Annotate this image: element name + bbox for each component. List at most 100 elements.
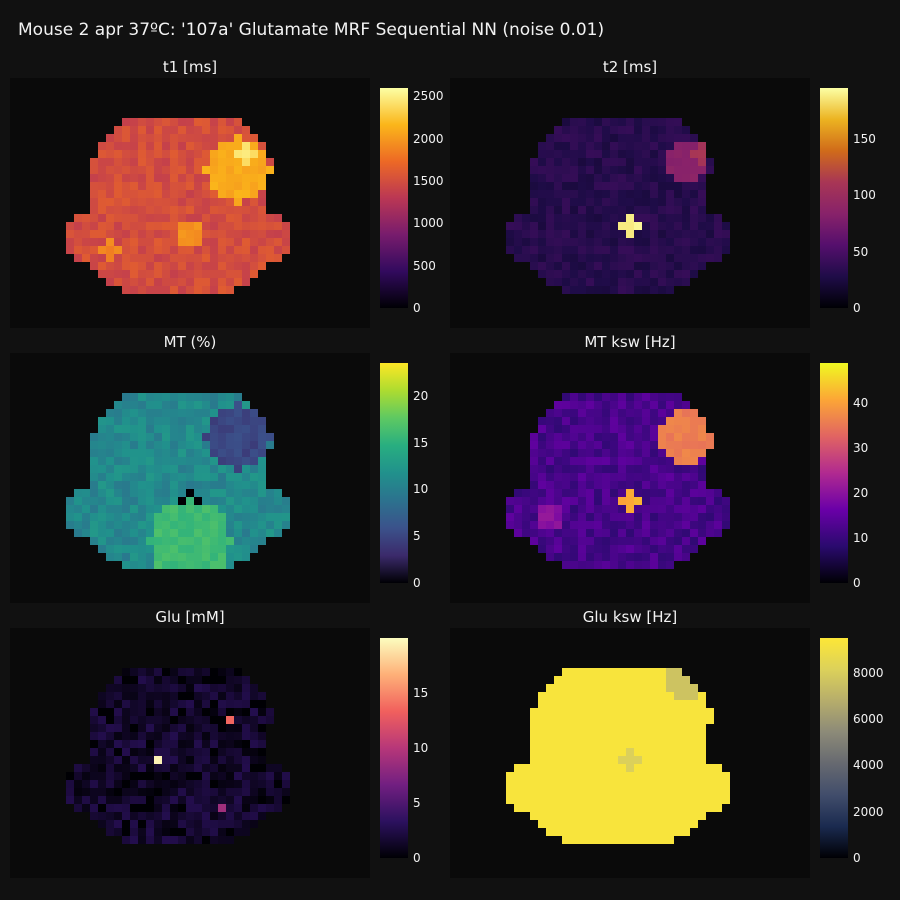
heatmap-cell	[210, 740, 218, 748]
heatmap-cell	[218, 425, 226, 433]
heatmap-cell	[714, 764, 722, 772]
heatmap-cell	[242, 748, 250, 756]
heatmap-cell	[578, 465, 586, 473]
heatmap-cell	[98, 206, 106, 214]
heatmap-cell	[98, 230, 106, 238]
heatmap-cell	[90, 222, 98, 230]
heatmap-cell	[218, 684, 226, 692]
heatmap-cell	[690, 764, 698, 772]
heatmap-cell	[90, 481, 98, 489]
heatmap-cell	[642, 198, 650, 206]
heatmap-cell	[146, 182, 154, 190]
heatmap-cell	[602, 174, 610, 182]
heatmap-cell	[578, 796, 586, 804]
heatmap-cell	[234, 158, 242, 166]
heatmap-cell	[98, 537, 106, 545]
colorbar-tick-label: 10	[413, 741, 429, 755]
heatmap-cell	[642, 740, 650, 748]
heatmap-cell	[106, 142, 114, 150]
heatmap-cell	[186, 214, 194, 222]
heatmap-cell	[530, 198, 538, 206]
heatmap-cell	[546, 724, 554, 732]
heatmap-cell	[666, 238, 674, 246]
heatmap-cell	[618, 118, 626, 126]
heatmap-cell	[162, 497, 170, 505]
heatmap-cell	[106, 700, 114, 708]
heatmap-cell	[154, 708, 162, 716]
heatmap-cell	[610, 676, 618, 684]
heatmap-cell	[578, 433, 586, 441]
heatmap-cell	[250, 174, 258, 182]
heatmap-cell	[554, 772, 562, 780]
heatmap-cell	[674, 692, 682, 700]
heatmap-cell	[522, 764, 530, 772]
heatmap-cell	[690, 812, 698, 820]
heatmap-cell	[114, 158, 122, 166]
heatmap-cell	[154, 465, 162, 473]
heatmap-cell	[258, 804, 266, 812]
heatmap-cell	[210, 521, 218, 529]
heatmap-cell	[682, 158, 690, 166]
subplot-title: MT (%)	[163, 333, 217, 351]
heatmap-cell	[602, 529, 610, 537]
heatmap-cell	[650, 692, 658, 700]
heatmap-cell	[618, 700, 626, 708]
heatmap-cell	[154, 118, 162, 126]
heatmap-cell	[178, 441, 186, 449]
heatmap-cell	[610, 142, 618, 150]
heatmap-cell	[226, 772, 234, 780]
heatmap-cell	[114, 772, 122, 780]
heatmap-cell	[106, 174, 114, 182]
heatmap-cell	[234, 756, 242, 764]
heatmap-cell	[138, 836, 146, 844]
heatmap-cell	[666, 286, 674, 294]
heatmap-cell	[114, 409, 122, 417]
heatmap-cell	[658, 230, 666, 238]
heatmap-cell	[618, 513, 626, 521]
heatmap-cell	[186, 780, 194, 788]
heatmap-cell	[618, 441, 626, 449]
heatmap-cell	[178, 206, 186, 214]
heatmap-cell	[178, 198, 186, 206]
heatmap-cell	[234, 505, 242, 513]
heatmap-cell	[634, 561, 642, 569]
heatmap-cell	[114, 724, 122, 732]
heatmap-cell	[562, 780, 570, 788]
heatmap-cell	[90, 497, 98, 505]
heatmap-cell	[226, 393, 234, 401]
heatmap-cell	[570, 401, 578, 409]
heatmap-cell	[706, 804, 714, 812]
heatmap-cell	[698, 465, 706, 473]
heatmap-cell	[650, 425, 658, 433]
heatmap-cell	[178, 401, 186, 409]
heatmap-cell	[154, 700, 162, 708]
heatmap-cell	[162, 262, 170, 270]
heatmap-cell	[122, 812, 130, 820]
heatmap-cell	[690, 190, 698, 198]
heatmap-cell	[186, 150, 194, 158]
heatmap-cell	[210, 401, 218, 409]
heatmap-cell	[146, 214, 154, 222]
heatmap-cell	[74, 238, 82, 246]
heatmap-cell	[242, 198, 250, 206]
heatmap-cell	[202, 441, 210, 449]
heatmap-cell	[226, 118, 234, 126]
heatmap-cell	[226, 246, 234, 254]
heatmap-cell	[162, 457, 170, 465]
heatmap-cell	[162, 820, 170, 828]
heatmap-cell	[130, 788, 138, 796]
heatmap-cell	[698, 238, 706, 246]
heatmap-cell	[610, 286, 618, 294]
heatmap-cell	[514, 230, 522, 238]
heatmap-cell	[194, 561, 202, 569]
heatmap-cell	[690, 238, 698, 246]
heatmap-cell	[538, 708, 546, 716]
heatmap-cell	[226, 724, 234, 732]
heatmap-cell	[194, 740, 202, 748]
heatmap-cell	[658, 553, 666, 561]
heatmap-cell	[218, 270, 226, 278]
heatmap-cell	[194, 481, 202, 489]
heatmap-cell	[674, 497, 682, 505]
heatmap-cell	[210, 489, 218, 497]
heatmap-cell	[594, 481, 602, 489]
